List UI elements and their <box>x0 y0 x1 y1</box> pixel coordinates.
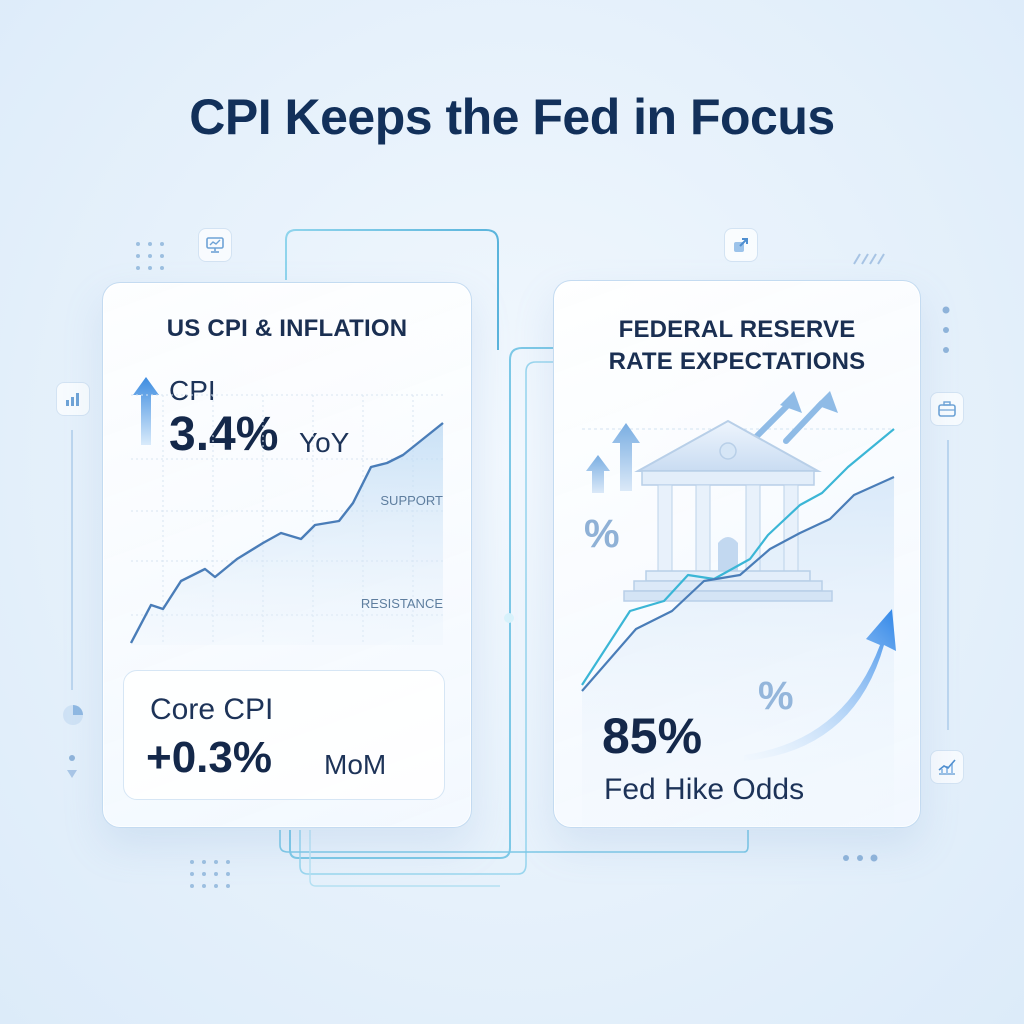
fed-odds-label: Fed Hike Odds <box>604 773 805 806</box>
cpi-line <box>129 422 444 644</box>
cpi-card: US CPI & INFLATION CPI 3.4% YoY <box>102 282 472 828</box>
bank-icon <box>623 419 833 602</box>
line-chart-icon <box>930 750 964 784</box>
bar-chart-icon <box>56 382 90 416</box>
resistance-label: RESISTANCE <box>361 596 443 611</box>
page-title: CPI Keeps the Fed in Focus <box>189 89 835 145</box>
fed-heading-line1: FEDERAL RESERVE <box>618 316 856 343</box>
expand-icon <box>724 228 758 262</box>
core-cpi-unit: MoM <box>324 749 387 780</box>
briefcase-icon <box>930 392 964 426</box>
cpi-label: CPI <box>169 375 216 406</box>
cpi-unit: YoY <box>299 427 350 458</box>
cpi-value: 3.4% <box>169 408 279 461</box>
fed-card: FEDERAL RESERVE RATE EXPECTATIONS <box>553 280 921 829</box>
big-up-arrow <box>744 609 896 761</box>
core-cpi-label: Core CPI <box>150 693 274 726</box>
core-cpi-value: +0.3% <box>146 733 272 782</box>
cpi-area <box>131 423 443 645</box>
fed-illustration: % % <box>581 391 896 829</box>
fed-line-blue <box>581 475 895 692</box>
pie-chart-icon <box>56 698 90 732</box>
fed-card-heading: FEDERAL RESERVE RATE EXPECTATIONS <box>554 314 920 378</box>
fed-heading-line2: RATE EXPECTATIONS <box>608 348 866 375</box>
up-arrow-icon <box>133 377 159 445</box>
fed-pct-right: % <box>758 674 794 718</box>
support-label: SUPPORT <box>380 493 443 508</box>
small-up-arrow <box>612 423 640 491</box>
cpi-card-heading: US CPI & INFLATION <box>166 315 408 342</box>
fed-line-teal <box>581 428 895 686</box>
core-cpi-box: Core CPI +0.3% MoM <box>123 670 445 800</box>
monitor-icon <box>198 228 232 262</box>
fed-odds-value: 85% <box>602 708 703 764</box>
fed-pct-left: % <box>584 512 620 556</box>
cpi-chart: SUPPORT RESISTANCE <box>129 394 444 645</box>
small-up-arrow-2 <box>586 455 610 493</box>
